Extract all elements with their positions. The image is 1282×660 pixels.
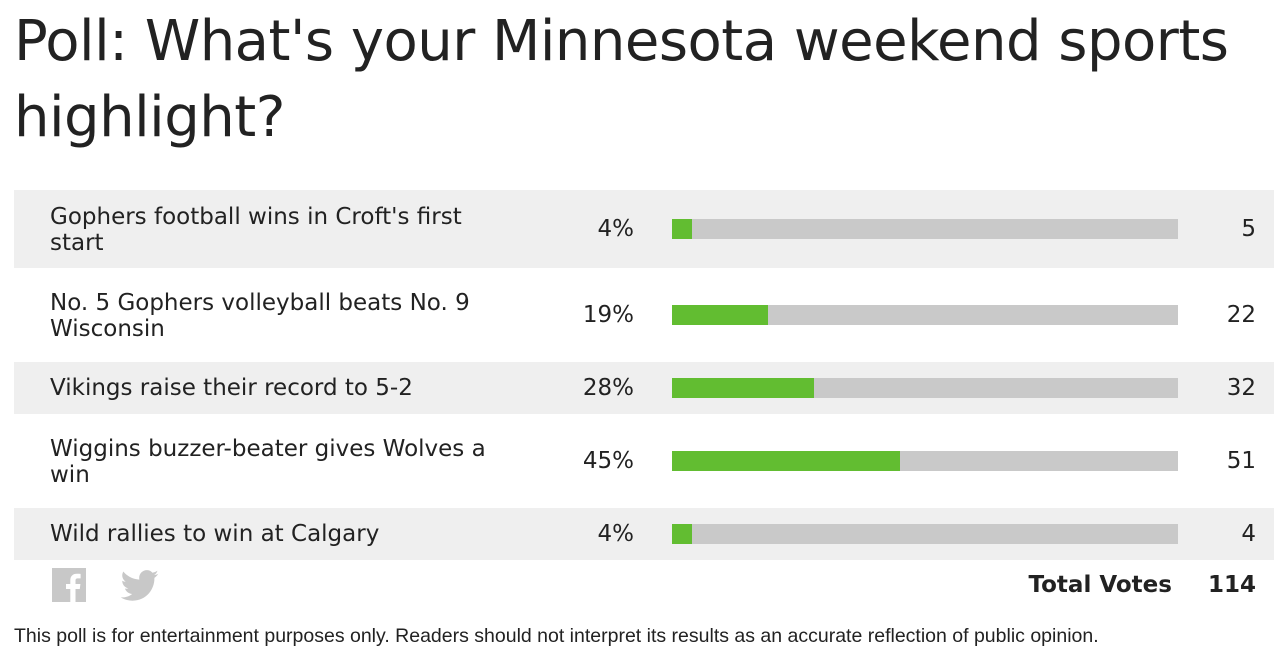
option-label: Vikings raise their record to 5-2 bbox=[50, 375, 413, 401]
poll-option: Wild rallies to win at Calgary 4% 4 bbox=[14, 508, 1274, 560]
poll-disclaimer: This poll is for entertainment purposes … bbox=[14, 625, 1099, 647]
poll-results: Gophers football wins in Croft's first s… bbox=[14, 190, 1274, 560]
twitter-icon[interactable] bbox=[120, 570, 160, 602]
option-label: Wiggins buzzer-beater gives Wolves a win bbox=[50, 436, 486, 488]
option-percent: 4% bbox=[597, 216, 635, 242]
option-bar-fill bbox=[672, 378, 814, 398]
option-bar-fill bbox=[672, 219, 693, 239]
option-percent: 4% bbox=[597, 521, 635, 547]
option-vote-count: 32 bbox=[1226, 375, 1256, 401]
option-bar-fill bbox=[672, 451, 900, 471]
facebook-icon[interactable] bbox=[52, 568, 86, 602]
option-bar bbox=[672, 451, 1178, 471]
option-bar bbox=[672, 378, 1178, 398]
poll-option: Gophers football wins in Croft's first s… bbox=[14, 190, 1274, 268]
option-vote-count: 5 bbox=[1241, 216, 1256, 242]
option-label: Gophers football wins in Croft's first s… bbox=[50, 204, 462, 256]
option-label: No. 5 Gophers volleyball beats No. 9 Wis… bbox=[50, 290, 470, 342]
poll-option: Vikings raise their record to 5-2 28% 32 bbox=[14, 362, 1274, 414]
option-percent: 28% bbox=[582, 375, 634, 401]
total-votes-value: 114 bbox=[1207, 572, 1256, 598]
option-label: Wild rallies to win at Calgary bbox=[50, 521, 380, 547]
option-vote-count: 22 bbox=[1226, 302, 1256, 328]
option-percent: 19% bbox=[582, 302, 634, 328]
option-bar bbox=[672, 524, 1178, 544]
total-votes: Total Votes 114 bbox=[1029, 570, 1257, 600]
option-bar-fill bbox=[672, 305, 769, 325]
total-votes-label: Total Votes bbox=[1028, 572, 1172, 598]
option-bar bbox=[672, 305, 1178, 325]
option-vote-count: 51 bbox=[1226, 448, 1256, 474]
option-vote-count: 4 bbox=[1241, 521, 1256, 547]
poll-option: No. 5 Gophers volleyball beats No. 9 Wis… bbox=[14, 276, 1274, 354]
option-percent: 45% bbox=[582, 448, 634, 474]
poll-option: Wiggins buzzer-beater gives Wolves a win… bbox=[14, 422, 1274, 500]
option-bar bbox=[672, 219, 1178, 239]
poll-title: Poll: What's your Minnesota weekend spor… bbox=[14, 9, 1229, 150]
option-bar-fill bbox=[672, 524, 693, 544]
